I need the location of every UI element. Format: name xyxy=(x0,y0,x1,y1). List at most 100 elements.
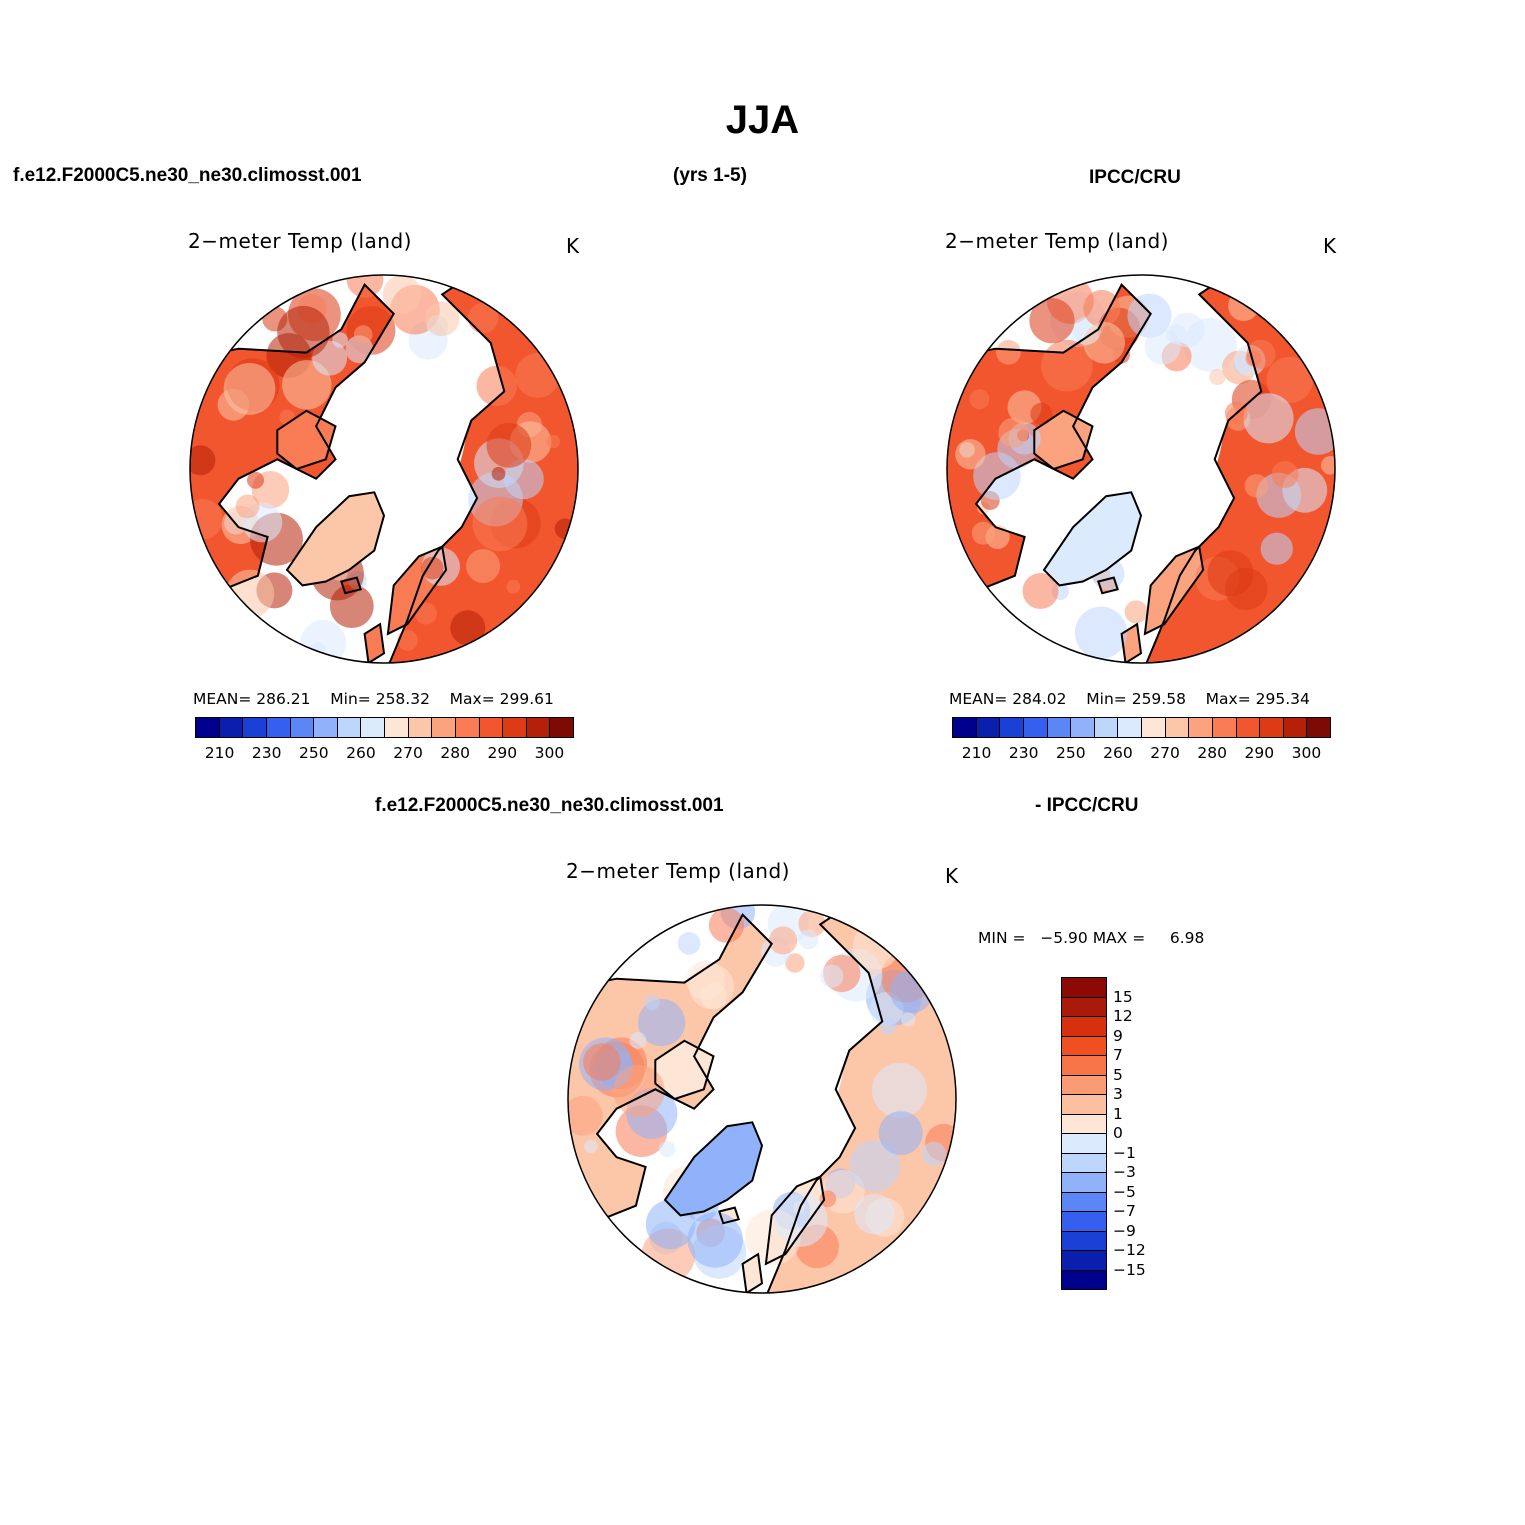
colorbar-tick-label: 15 xyxy=(1113,987,1133,1006)
diff-colorbar xyxy=(1061,977,1107,1290)
archipelago-land xyxy=(277,410,336,469)
colorbar-tick-label: 230 xyxy=(251,744,282,762)
field-patch xyxy=(1244,474,1269,498)
colorbar-tick-label: −3 xyxy=(1113,1163,1136,1181)
colorbar-swatch xyxy=(550,718,573,737)
field-patch xyxy=(583,1043,621,1081)
britain-coastline xyxy=(363,622,386,663)
field-patch xyxy=(503,459,544,500)
britain-land xyxy=(742,1254,762,1293)
field-patch xyxy=(820,964,844,988)
model-polar-map xyxy=(189,274,579,664)
field-patch xyxy=(854,1193,895,1235)
max-label: Max= xyxy=(1205,690,1251,708)
colorbar-swatch xyxy=(1236,718,1261,737)
greenland-coastline xyxy=(1042,491,1143,587)
coastlines xyxy=(568,905,956,1293)
colorbar-swatch xyxy=(1062,1251,1106,1271)
mean-value: 286.21 xyxy=(256,690,311,708)
field-patch xyxy=(1266,356,1314,404)
eurasia-coastline xyxy=(386,275,578,663)
field-patch xyxy=(768,926,798,955)
diff-obs-header: - IPCC/CRU xyxy=(1035,795,1139,816)
arctic-ocean xyxy=(1092,388,1223,537)
colorbar-swatch xyxy=(1062,1212,1106,1232)
field-patch xyxy=(1166,324,1187,344)
field-patch xyxy=(190,445,216,476)
colorbar-swatch xyxy=(1062,1017,1106,1037)
iceland-coastline xyxy=(718,1206,740,1225)
greenland-land xyxy=(665,1122,762,1216)
field-patch xyxy=(486,422,532,468)
colorbar-tick-label: 280 xyxy=(440,744,470,762)
field-patch xyxy=(708,907,745,943)
colorbar-swatch xyxy=(1165,718,1190,737)
colorbar-tick-label: 5 xyxy=(1113,1065,1123,1084)
field-patch xyxy=(1083,289,1121,327)
field-patch xyxy=(382,275,422,314)
field-patch xyxy=(300,619,347,663)
colorbar-tick-label: 210 xyxy=(961,744,992,762)
field-patch xyxy=(879,1018,897,1035)
northAmerica-coastline xyxy=(190,283,395,597)
iceland-coastline xyxy=(340,576,362,595)
colorbar-swatch xyxy=(503,718,527,737)
archipelago-coastline xyxy=(1033,409,1094,471)
years-header: (yrs 1-5) xyxy=(673,165,747,186)
colorbar-swatch xyxy=(1307,718,1330,737)
field-patch xyxy=(491,466,506,481)
colorbar-tick-label: 290 xyxy=(487,744,518,762)
coastlines xyxy=(190,275,578,663)
archipelago-coastline xyxy=(276,409,337,471)
colorbar-swatch xyxy=(1212,718,1237,737)
colorbar-swatch xyxy=(1062,1114,1106,1134)
northAmerica-coastline xyxy=(568,913,773,1227)
colorbar-swatch xyxy=(1062,1134,1106,1154)
diff-minmax: MIN = −5.90 MAX = 6.98 xyxy=(978,929,1204,947)
colorbar-tick-label: −15 xyxy=(1113,1260,1146,1279)
colorbar-tick-label: −5 xyxy=(1113,1182,1136,1201)
northAmerica-coastline xyxy=(947,283,1152,597)
field-patch xyxy=(506,579,521,594)
field-patch xyxy=(466,549,501,583)
max-value: 6.98 xyxy=(1169,929,1205,947)
colorbar-swatch xyxy=(266,718,291,737)
scandinavia-coastline xyxy=(764,1175,826,1266)
field-patch xyxy=(472,496,528,552)
iceland-coastline xyxy=(1097,576,1119,595)
field-patch xyxy=(1083,322,1125,364)
max-value: 295.34 xyxy=(1255,690,1310,708)
field-patch xyxy=(955,439,986,470)
colorbar-swatch xyxy=(1000,718,1024,737)
main-title: JJA xyxy=(725,98,800,142)
min-value: 258.32 xyxy=(375,690,430,708)
archipelago-land xyxy=(1034,410,1093,469)
arctic-ocean xyxy=(335,388,466,537)
field-patch xyxy=(773,1193,828,1247)
colorbar-swatch xyxy=(361,718,385,737)
mean-value: 284.02 xyxy=(1012,690,1067,708)
colorbar-swatch xyxy=(1062,1173,1106,1193)
colorbar-swatch xyxy=(1062,1192,1106,1212)
colorbar-tick-label: 12 xyxy=(1113,1007,1133,1025)
field-patch xyxy=(415,602,437,625)
field-patch xyxy=(629,1031,647,1049)
colorbar-tick-label: 250 xyxy=(299,744,329,762)
max-label: Max= xyxy=(449,690,495,708)
field-patch xyxy=(1271,461,1299,488)
max-value: 299.61 xyxy=(499,690,554,708)
field-patch xyxy=(998,417,1029,448)
max-label: MAX = xyxy=(1092,929,1146,947)
colorbar-tick-label: −7 xyxy=(1113,1202,1136,1220)
field-patch xyxy=(971,521,995,545)
archipelago-coastline xyxy=(654,1039,715,1101)
colorbar-tick-label: −1 xyxy=(1113,1143,1136,1162)
colorbar-swatch xyxy=(1062,1036,1106,1056)
colorbar-swatch xyxy=(314,718,338,737)
field-patch xyxy=(878,1111,923,1156)
colorbar-tick-label: 210 xyxy=(204,744,235,762)
diff-case-header: f.e12.F2000C5.ne30_ne30.climosst.001 xyxy=(375,795,724,816)
model-map-title: 2−meter Temp (land) xyxy=(188,229,412,253)
colorbar-tick-label: 300 xyxy=(1291,744,1322,762)
colorbar-tick-label: 230 xyxy=(1008,744,1039,762)
